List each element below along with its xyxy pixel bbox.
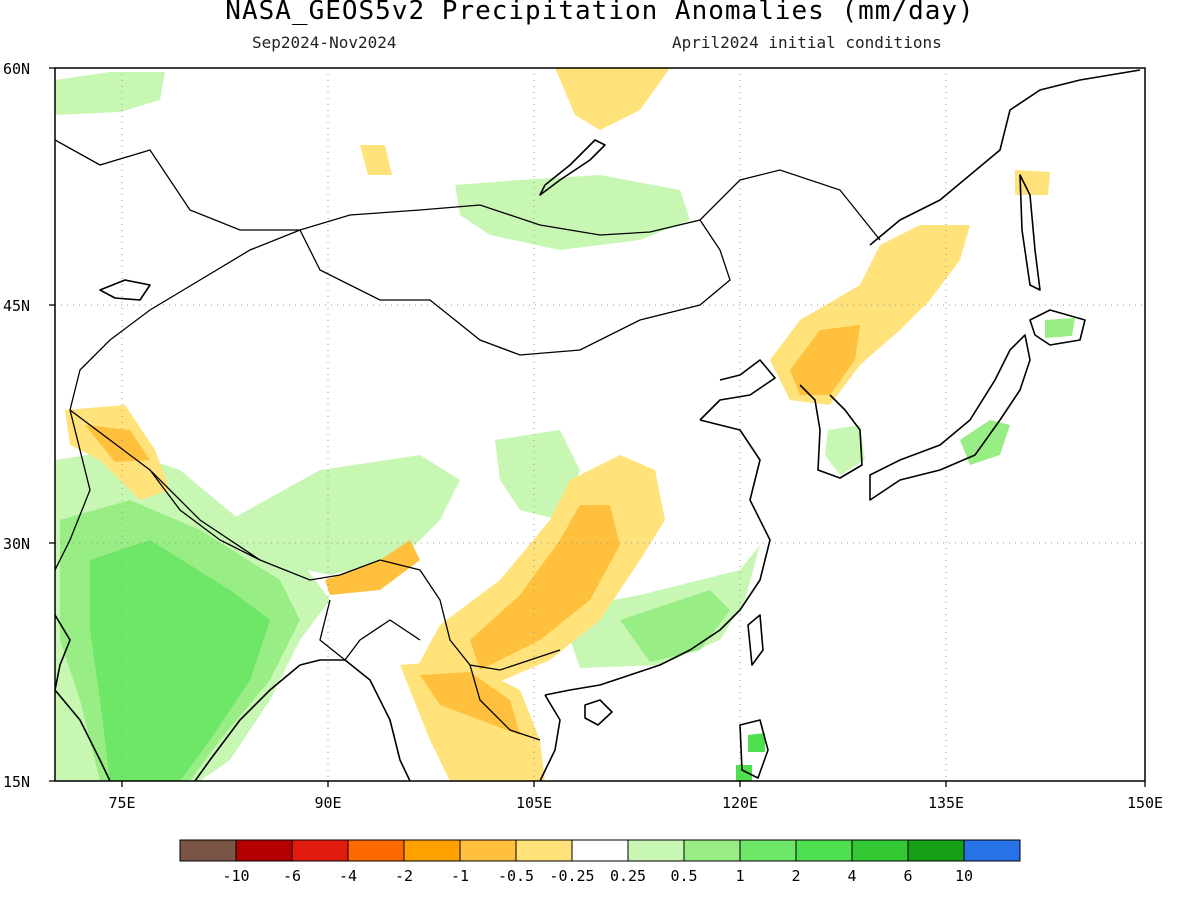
forecast-period: Sep2024-Nov2024 [252, 33, 397, 52]
legend-label: 0.25 [610, 867, 646, 885]
lake-baikal [539, 139, 606, 196]
wet-anomaly-hokkaido [1045, 318, 1075, 338]
laos-vietnam [469, 664, 541, 741]
map-frame [54, 67, 1146, 782]
latitude-labels: 60N 45N 30N 15N [3, 60, 30, 791]
legend-swatch [515, 839, 573, 862]
legend-swatch [403, 839, 461, 862]
lon-label: 90E [314, 794, 341, 812]
lon-label: 105E [516, 794, 552, 812]
wet-anomaly-india-strong [90, 540, 270, 781]
wet-anomaly-mongolia [455, 175, 690, 250]
legend-swatch [347, 839, 405, 862]
sakhalin [1019, 174, 1041, 291]
legend-swatch [291, 839, 349, 862]
wet-anomaly-tibet [230, 455, 460, 575]
lat-label: 30N [3, 535, 30, 553]
india-west-coast [55, 689, 111, 781]
lon-label: 135E [928, 794, 964, 812]
dry-anomaly-indochina-core [420, 672, 520, 735]
lon-label: 75E [108, 794, 135, 812]
dry-anomaly-karakoram-core [85, 425, 150, 462]
himalaya-border [69, 409, 561, 671]
dry-anomaly-northeast-core [790, 325, 860, 395]
bhutan-nepal [149, 469, 261, 561]
wet-anomaly-northwest [55, 72, 165, 115]
indochina-coast [539, 694, 561, 781]
legend-swatch [795, 839, 853, 862]
india-east-coast [194, 664, 301, 781]
legend-label: -0.25 [549, 867, 594, 885]
legend-label: 0.5 [670, 867, 697, 885]
tick-marks [49, 67, 1146, 787]
legend-swatch [459, 839, 517, 862]
lat-label: 45N [3, 297, 30, 315]
dry-anomaly-central-core [470, 505, 620, 670]
initial-conditions: April2024 initial conditions [672, 33, 942, 52]
legend-label: -4 [339, 867, 357, 885]
lon-label: 150E [1127, 794, 1163, 812]
russia-kazakh-mongolia-border [55, 139, 881, 241]
bohai-coast [699, 359, 776, 421]
china-west-border [69, 229, 301, 411]
philippines-luzon [739, 719, 769, 779]
russia-pacific-coast [869, 69, 1141, 246]
color-legend: -10 -6 -4 -2 -1 -0.5 -0.25 0.25 0.5 1 2 4 6 10 [179, 839, 1021, 885]
burma-border [319, 599, 421, 661]
legend-swatch [571, 839, 629, 862]
dry-anomaly-east-himalaya [325, 540, 420, 595]
legend-swatch [963, 839, 1021, 862]
legend-label: -2 [395, 867, 413, 885]
anomaly-fields [55, 68, 1075, 781]
legend-swatch [235, 839, 293, 862]
legend-label: -10 [222, 867, 249, 885]
wet-anomaly-japan [960, 420, 1010, 465]
wet-anomaly-southeast-core [620, 590, 730, 662]
japan-honshu [869, 334, 1031, 501]
dry-anomaly-siberia [555, 68, 670, 130]
legend-label: -1 [451, 867, 469, 885]
bengal-coast [299, 659, 345, 666]
legend-swatch [179, 839, 237, 862]
india-pakistan [55, 409, 91, 571]
korea-coast [799, 384, 863, 479]
legend-swatch [683, 839, 741, 862]
legend-label: 10 [955, 867, 973, 885]
dry-anomaly-sakhalin [1015, 170, 1050, 195]
map-title: NASA_GEOS5v2 Precipitation Anomalies (mm… [225, 0, 975, 26]
legend-swatch [851, 839, 909, 862]
legend-swatch [627, 839, 685, 862]
coastlines [55, 69, 1141, 781]
legend-swatch [907, 839, 965, 862]
wet-anomaly-central-china [495, 430, 580, 520]
wet-anomaly-korea [825, 425, 865, 475]
legend-label: -0.5 [498, 867, 534, 885]
caspian-aral [99, 279, 151, 301]
legend-label: 2 [791, 867, 800, 885]
wet-anomaly-taiwan [748, 733, 765, 752]
lat-label: 60N [3, 60, 30, 78]
legend-label: 6 [903, 867, 912, 885]
legend-swatch [739, 839, 797, 862]
country-borders [55, 139, 881, 741]
mongolia-china-border [299, 219, 731, 356]
china-coastline [544, 419, 771, 696]
arabian-coast [55, 614, 71, 691]
hokkaido [1029, 309, 1086, 346]
graticule [55, 68, 1145, 781]
legend-label: -6 [283, 867, 301, 885]
hainan [584, 699, 613, 726]
longitude-labels: 75E 90E 105E 120E 135E 150E [108, 794, 1163, 812]
legend-label: 1 [735, 867, 744, 885]
legend-label: 4 [847, 867, 856, 885]
lon-label: 120E [722, 794, 758, 812]
myanmar-coast [344, 659, 411, 781]
taiwan [747, 614, 764, 666]
dry-anomaly-small-north [360, 145, 392, 175]
lat-label: 15N [3, 773, 30, 791]
